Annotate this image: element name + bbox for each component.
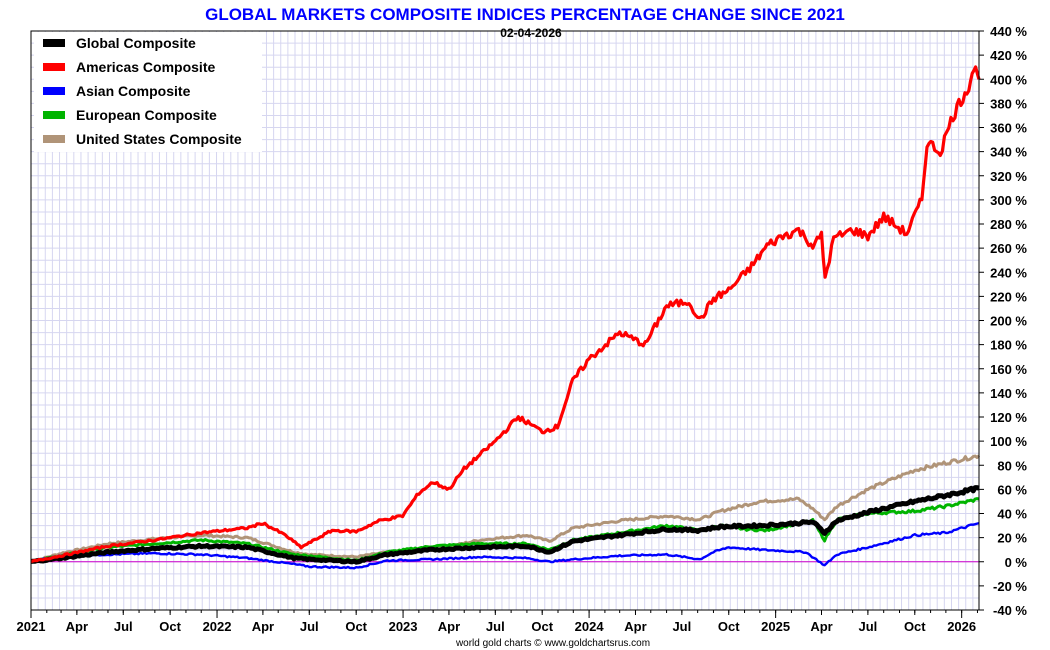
series-lines: [30, 65, 981, 570]
x-tick-label: Oct: [531, 619, 553, 634]
y-tick-label: 220 %: [990, 289, 1027, 304]
legend-label: European Composite: [76, 107, 217, 123]
y-tick-label: 20 %: [997, 531, 1027, 546]
y-tick-label: 400 %: [990, 72, 1027, 87]
legend-label: Americas Composite: [76, 59, 215, 75]
y-tick-label: 140 %: [990, 386, 1027, 401]
legend: Global Composite Americas Composite Asian …: [34, 32, 262, 152]
chart-credit: world gold charts © www.goldchartsrus.co…: [455, 638, 650, 649]
x-tick-label: Apr: [624, 619, 646, 634]
series-line-global-composite: [30, 485, 980, 565]
x-tick-label: Oct: [904, 619, 926, 634]
x-tick-label: Jul: [300, 619, 319, 634]
x-tick-label: Oct: [718, 619, 740, 634]
legend-swatch: [43, 135, 65, 143]
y-tick-label: 320 %: [990, 169, 1027, 184]
y-tick-label: 240 %: [990, 265, 1027, 280]
series-line-asian-composite: [30, 521, 980, 570]
legend-swatch: [43, 39, 65, 47]
y-tick-label: -40 %: [993, 603, 1027, 618]
x-tick-label: 2021: [17, 619, 46, 634]
legend-background: [34, 32, 262, 152]
chart-title: GLOBAL MARKETS COMPOSITE INDICES PERCENT…: [205, 5, 845, 24]
legend-swatch: [43, 63, 65, 71]
x-tick-label: Jul: [858, 619, 877, 634]
chart-date: 02-04-2026: [500, 26, 562, 40]
series-line-americas-composite: [30, 65, 981, 564]
y-tick-label: 100 %: [990, 434, 1027, 449]
y-tick-label: 0 %: [1005, 555, 1028, 570]
x-tick-label: Apr: [252, 619, 274, 634]
y-tick-label: 40 %: [997, 507, 1027, 522]
legend-label: Asian Composite: [76, 83, 191, 99]
y-tick-label: 120 %: [990, 410, 1027, 425]
x-axis-ticks: 2021 Apr Jul Oct 2022 Apr Jul Oct 2023 Apr Jul Oct 2…: [17, 610, 978, 634]
y-tick-label: 60 %: [997, 482, 1027, 497]
y-tick-label: 80 %: [997, 458, 1027, 473]
y-tick-label: 280 %: [990, 217, 1027, 232]
x-tick-label: 2023: [389, 619, 418, 634]
x-tick-label: Jul: [486, 619, 505, 634]
y-tick-label: 180 %: [990, 338, 1027, 353]
y-tick-label: 260 %: [990, 241, 1027, 256]
x-tick-label: 2024: [575, 619, 605, 634]
x-tick-label: 2022: [203, 619, 232, 634]
legend-swatch: [43, 111, 65, 119]
y-tick-label: 420 %: [990, 48, 1027, 63]
y-tick-label: -20 %: [993, 579, 1027, 594]
x-tick-label: 2026: [947, 619, 976, 634]
y-tick-label: 380 %: [990, 96, 1027, 111]
y-tick-label: 440 %: [990, 24, 1027, 39]
x-tick-label: Apr: [810, 619, 832, 634]
x-tick-label: Jul: [672, 619, 691, 634]
y-tick-label: 360 %: [990, 121, 1027, 136]
x-tick-label: Jul: [114, 619, 133, 634]
y-tick-label: 160 %: [990, 362, 1027, 377]
y-tick-label: 300 %: [990, 193, 1027, 208]
x-tick-label: Oct: [159, 619, 181, 634]
legend-label: Global Composite: [76, 35, 196, 51]
legend-label: United States Composite: [76, 131, 242, 147]
y-tick-label: 340 %: [990, 145, 1027, 160]
y-tick-label: 200 %: [990, 314, 1027, 329]
series-line-european-composite: [30, 497, 980, 564]
x-tick-label: Apr: [66, 619, 88, 634]
x-tick-label: Oct: [345, 619, 367, 634]
legend-swatch: [43, 87, 65, 95]
x-tick-label: 2025: [761, 619, 790, 634]
x-tick-label: Apr: [438, 619, 460, 634]
y-axis-ticks: 440 % 420 % 400 % 380 % 360 % 340 % 320 % 300 %…: [979, 24, 1027, 618]
